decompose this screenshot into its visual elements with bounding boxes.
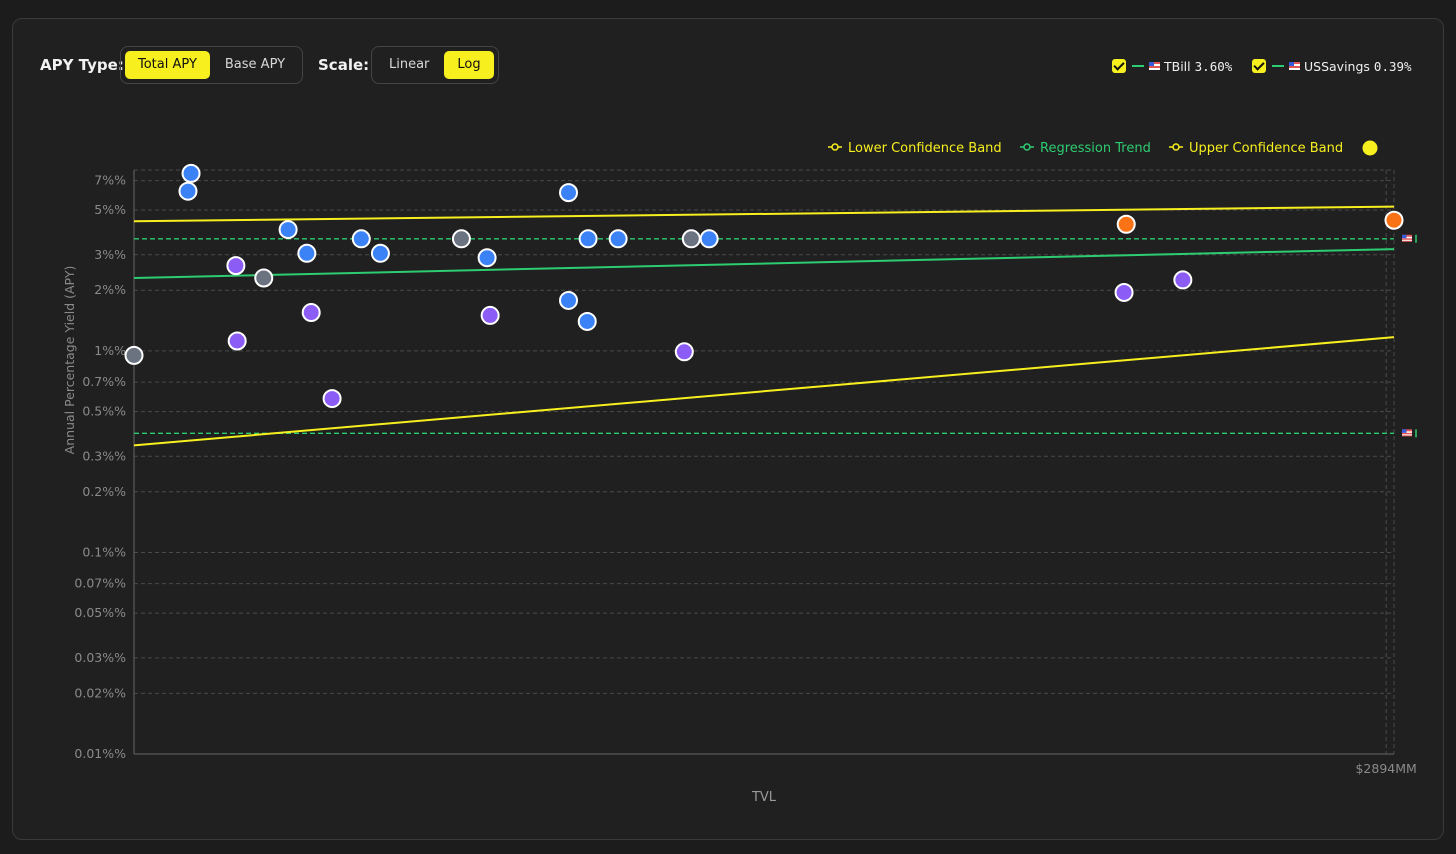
base-apy-button[interactable]: Base APY (224, 57, 286, 72)
flag-stripe-white (1402, 239, 1412, 241)
scatter-point-blue (370, 243, 390, 263)
scatter-point-purple (674, 342, 694, 362)
total-apy-button[interactable]: Total APY (125, 51, 210, 79)
flag-canton (1402, 429, 1407, 433)
scatter-point-blue (351, 229, 371, 249)
scatter-point-blue (278, 220, 298, 240)
y-tick-label: 0.03%% (74, 650, 126, 665)
y-tick-label: 0.3%% (82, 448, 126, 463)
y-tick-label: 0.01%% (74, 746, 126, 761)
legend-swatch-marker (1023, 143, 1031, 151)
flag-canton (1402, 234, 1407, 239)
flag-stripe-white (1402, 431, 1412, 433)
y-tick-label: 0.2%% (82, 484, 126, 499)
apy-type-toggle: Total APY Base APY (120, 46, 304, 84)
y-tick-label: 3%% (94, 247, 126, 262)
legend-entry-label: Upper Confidence Band (1189, 141, 1343, 156)
scatter-point-blue (181, 163, 201, 183)
regression-trend-line (133, 248, 1395, 280)
legend-swatch-marker (831, 143, 839, 151)
benchmark-flag-icon (1402, 234, 1412, 242)
scatter-point-blue (559, 290, 579, 310)
scatter-point-orange (1384, 210, 1404, 230)
scatter-point-gray (124, 345, 144, 365)
ussavings-benchmark-toggle[interactable]: USSavings 0.39% (1252, 57, 1412, 75)
y-tick-label: 7%% (94, 173, 126, 188)
y-tick-label: 2%% (94, 282, 126, 297)
log-scale-button[interactable]: Log (444, 51, 494, 79)
scatter-point-blue (608, 229, 628, 249)
y-tick-label: 5%% (94, 202, 126, 217)
tbill-value: 3.60% (1194, 58, 1233, 74)
benchmark-flag-icon (1402, 429, 1412, 437)
ussavings-name: USSavings (1304, 58, 1370, 74)
us-flag-icon (1289, 62, 1300, 70)
flag-stripe-white (1402, 434, 1412, 436)
flag-stripe-white (1402, 236, 1412, 239)
ussavings-line-swatch (1272, 65, 1284, 67)
scatter-point-blue (577, 311, 597, 331)
scatter-point-blue (699, 229, 719, 249)
us-flag-icon (1149, 62, 1160, 70)
y-axis-label: Annual Percentage Yield (APY) (62, 266, 77, 455)
ussavings-checkbox[interactable] (1252, 59, 1266, 73)
scatter-point-purple (227, 331, 247, 351)
chart-panel (12, 18, 1444, 840)
scatter-point-purple (322, 389, 342, 409)
y-tick-label: 0.02%% (74, 685, 126, 700)
scatter-point-purple (301, 303, 321, 323)
linear-scale-button[interactable]: Linear (389, 57, 430, 72)
scatter-point-orange (1116, 214, 1136, 234)
y-tick-label: 0.7%% (82, 374, 126, 389)
tbill-checkbox[interactable] (1112, 59, 1126, 73)
scatter-point-gray (451, 229, 471, 249)
scatter-point-blue (578, 229, 598, 249)
y-tick-label: 0.1%% (82, 544, 126, 559)
scatter-point-blue (297, 243, 317, 263)
scale-toggle: Linear Log (371, 46, 499, 84)
lower-confidence-band-line (133, 336, 1395, 447)
upper-confidence-band-line (133, 205, 1395, 223)
tbill-benchmark-toggle[interactable]: TBill 3.60% (1112, 57, 1232, 75)
legend-entry-label: Regression Trend (1040, 141, 1151, 156)
apy-type-label: APY Type: (40, 56, 124, 74)
scatter-point-blue (559, 183, 579, 203)
tbill-name: TBill (1164, 58, 1191, 74)
scatter-point-blue (477, 248, 497, 268)
ussavings-value: 0.39% (1373, 58, 1412, 74)
y-tick-label: 1%% (94, 343, 126, 358)
scatter-point-purple (1114, 282, 1134, 302)
x-tick-label: $2894MM (1355, 761, 1416, 776)
legend-entry-label: Lower Confidence Band (848, 141, 1002, 156)
scatter-point-purple (480, 305, 500, 325)
y-tick-label: 0.5%% (82, 404, 126, 419)
legend-toggle-dot (1362, 140, 1378, 156)
scatter-point-purple (1173, 270, 1193, 290)
scatter-point-blue (178, 181, 198, 201)
scatter-point-purple (226, 256, 246, 276)
x-axis-label: TVL (751, 790, 777, 805)
scatter-point-gray (681, 229, 701, 249)
legend-swatch-marker (1172, 143, 1180, 151)
scatter-point-gray (254, 268, 274, 288)
tbill-line-swatch (1132, 65, 1144, 67)
y-tick-label: 0.05%% (74, 605, 126, 620)
y-tick-label: 0.07%% (74, 576, 126, 591)
scale-label: Scale: (318, 56, 370, 74)
